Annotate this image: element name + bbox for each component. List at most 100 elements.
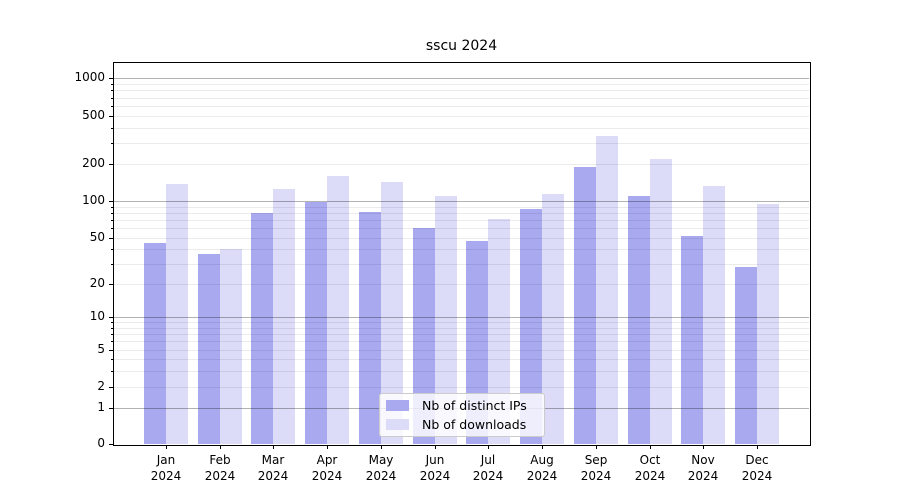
x-tick-apr bbox=[327, 445, 328, 449]
bar-nov-distinct-ips bbox=[681, 235, 703, 444]
gridline-minor-8 bbox=[114, 327, 809, 329]
x-tick-feb bbox=[220, 445, 221, 449]
legend: Nb of distinct IPs Nb of downloads bbox=[379, 393, 545, 437]
bar-dec-distinct-ips bbox=[735, 267, 757, 444]
bar-oct-distinct-ips bbox=[628, 195, 650, 444]
x-tick-jul bbox=[488, 445, 489, 449]
y-tick-label-5: 5 bbox=[97, 342, 105, 356]
x-tick-label-apr: Apr 2024 bbox=[311, 453, 343, 483]
gridline-minor-2 bbox=[114, 387, 809, 388]
gridline-major-10 bbox=[114, 317, 809, 318]
gridline-minor-4 bbox=[114, 359, 809, 360]
bar-aug-downloads bbox=[542, 194, 564, 444]
legend-label-distinct-ips: Nb of distinct IPs bbox=[422, 398, 527, 413]
gridline-minor-5 bbox=[114, 350, 809, 351]
y-tick-label-50: 50 bbox=[89, 230, 105, 244]
y-tick-50 bbox=[109, 238, 113, 239]
bar-apr-downloads bbox=[327, 175, 349, 444]
legend-label-downloads: Nb of downloads bbox=[422, 417, 527, 432]
y-minortick-800 bbox=[111, 90, 113, 92]
y-minortick-2 bbox=[111, 387, 113, 388]
bar-mar-downloads bbox=[273, 188, 295, 444]
gridline-minor-400 bbox=[114, 127, 809, 129]
gridline-minor-30 bbox=[114, 263, 809, 265]
y-minortick-6 bbox=[111, 341, 113, 343]
gridline-minor-70 bbox=[114, 220, 809, 222]
y-minortick-700 bbox=[111, 97, 113, 99]
y-minortick-400 bbox=[111, 127, 113, 129]
gridline-minor-7 bbox=[114, 333, 809, 335]
gridline-minor-800 bbox=[114, 90, 809, 92]
y-minortick-80 bbox=[111, 212, 113, 214]
bar-jun-downloads bbox=[435, 195, 457, 444]
bar-may-distinct-ips bbox=[359, 211, 381, 444]
x-tick-sep bbox=[596, 445, 597, 449]
bar-dec-downloads bbox=[757, 204, 779, 444]
x-tick-oct bbox=[650, 445, 651, 449]
bar-jan-downloads bbox=[166, 184, 188, 444]
gridline-minor-500 bbox=[114, 116, 809, 117]
y-minortick-60 bbox=[111, 228, 113, 230]
bar-feb-distinct-ips bbox=[198, 254, 220, 444]
x-tick-label-sep: Sep 2024 bbox=[580, 453, 612, 483]
gridline-minor-900 bbox=[114, 83, 809, 85]
gridline-minor-20 bbox=[114, 284, 809, 285]
y-minortick-90 bbox=[111, 206, 113, 208]
gridline-minor-40 bbox=[114, 249, 809, 251]
y-tick-1000 bbox=[109, 78, 113, 79]
y-tick-label-20: 20 bbox=[89, 276, 105, 290]
x-tick-label-jan: Jan 2024 bbox=[150, 453, 182, 483]
gridline-minor-90 bbox=[114, 206, 809, 208]
y-tick-100 bbox=[109, 201, 113, 202]
legend-swatch-downloads bbox=[386, 419, 409, 430]
legend-swatch-distinct-ips bbox=[386, 400, 409, 411]
y-tick-label-10: 10 bbox=[89, 309, 105, 323]
y-minortick-4 bbox=[111, 359, 113, 360]
bar-may-downloads bbox=[381, 182, 403, 444]
bar-sep-downloads bbox=[596, 136, 618, 444]
chart-title: sscu 2024 bbox=[425, 38, 498, 54]
y-minortick-9 bbox=[111, 322, 113, 324]
gridline-minor-80 bbox=[114, 212, 809, 214]
bar-mar-distinct-ips bbox=[251, 212, 273, 444]
bar-jun-distinct-ips bbox=[413, 228, 435, 444]
y-minortick-7 bbox=[111, 333, 113, 335]
x-tick-label-may: May 2024 bbox=[365, 453, 397, 483]
y-tick-5 bbox=[109, 350, 113, 351]
x-tick-label-mar: Mar 2024 bbox=[257, 453, 289, 483]
y-tick-label-500: 500 bbox=[82, 108, 105, 122]
y-minortick-70 bbox=[111, 220, 113, 222]
y-minortick-8 bbox=[111, 327, 113, 329]
bar-apr-distinct-ips bbox=[305, 201, 327, 444]
y-minortick-200 bbox=[111, 164, 113, 165]
gridline-minor-700 bbox=[114, 97, 809, 99]
y-tick-label-2: 2 bbox=[97, 379, 105, 393]
gridline-minor-9 bbox=[114, 322, 809, 324]
y-minortick-900 bbox=[111, 83, 113, 85]
y-minortick-600 bbox=[111, 106, 113, 107]
y-minortick-300 bbox=[111, 142, 113, 144]
y-tick-10 bbox=[109, 317, 113, 318]
y-tick-label-1000: 1000 bbox=[74, 70, 105, 84]
gridline-minor-60 bbox=[114, 228, 809, 230]
x-tick-nov bbox=[703, 445, 704, 449]
gridline-minor-300 bbox=[114, 142, 809, 144]
x-tick-label-aug: Aug 2024 bbox=[526, 453, 558, 483]
y-tick-label-200: 200 bbox=[82, 156, 105, 170]
x-tick-jan bbox=[166, 445, 167, 449]
x-tick-dec bbox=[757, 445, 758, 449]
y-tick-1 bbox=[109, 408, 113, 409]
x-tick-label-dec: Dec 2024 bbox=[741, 453, 773, 483]
x-tick-mar bbox=[273, 445, 274, 449]
gridline-minor-200 bbox=[114, 164, 809, 165]
x-tick-label-feb: Feb 2024 bbox=[204, 453, 236, 483]
y-tick-label-0: 0 bbox=[97, 436, 105, 450]
legend-item-downloads: Nb of downloads bbox=[386, 417, 544, 433]
bar-feb-downloads bbox=[220, 249, 242, 444]
bar-aug-distinct-ips bbox=[520, 209, 542, 444]
y-minortick-30 bbox=[111, 263, 113, 265]
bar-oct-downloads bbox=[650, 158, 672, 444]
bar-jul-downloads bbox=[488, 218, 510, 444]
gridline-major-1000 bbox=[114, 78, 809, 79]
